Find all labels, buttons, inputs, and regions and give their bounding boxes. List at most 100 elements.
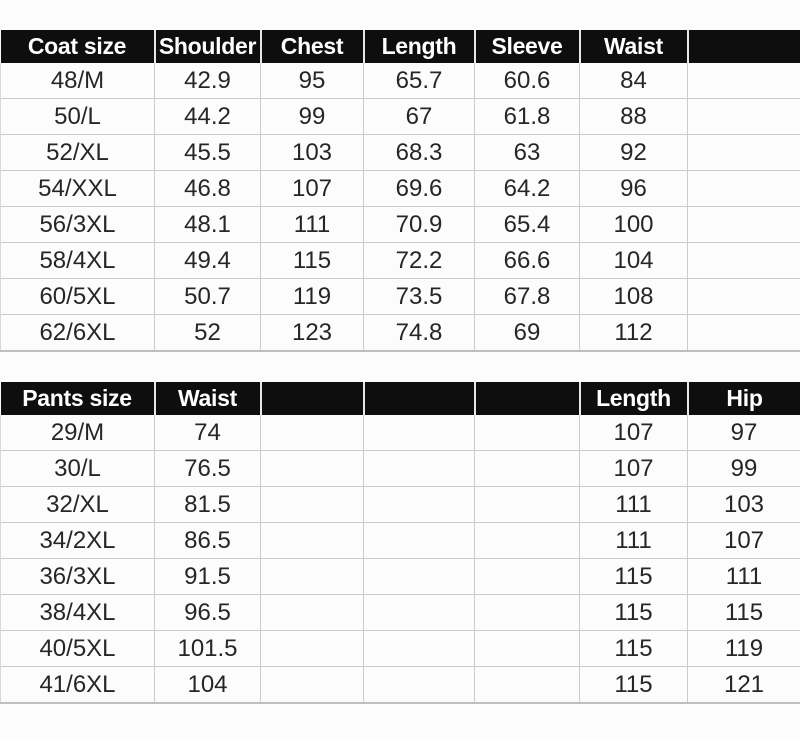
- table-cell: 103: [688, 487, 800, 523]
- table-cell: 63: [475, 135, 580, 171]
- table-cell: 108: [580, 279, 688, 315]
- table-cell-empty: [364, 631, 475, 667]
- table-cell: 60/5XL: [1, 279, 155, 315]
- table-cell: 40/5XL: [1, 631, 155, 667]
- table-cell: 112: [580, 315, 688, 352]
- table-cell: 99: [688, 451, 800, 487]
- table-cell: 60.6: [475, 63, 580, 99]
- table-cell: 67: [364, 99, 475, 135]
- table-cell: 69: [475, 315, 580, 352]
- table-cell-empty: [261, 631, 364, 667]
- table-cell-empty: [261, 667, 364, 704]
- table-cell: 66.6: [475, 243, 580, 279]
- table-cell: 115: [580, 631, 688, 667]
- table-cell-empty: [475, 667, 580, 704]
- table-cell: 42.9: [155, 63, 261, 99]
- table-cell: 115: [580, 595, 688, 631]
- table-cell: 30/L: [1, 451, 155, 487]
- table-cell-empty: [261, 451, 364, 487]
- table-cell: 74.8: [364, 315, 475, 352]
- column-header: Chest: [261, 30, 364, 63]
- table-cell: 115: [580, 667, 688, 704]
- table-cell: 115: [688, 595, 800, 631]
- table-cell-empty: [475, 415, 580, 451]
- table-cell: 111: [580, 487, 688, 523]
- table-cell: 49.4: [155, 243, 261, 279]
- table-cell: 119: [261, 279, 364, 315]
- table-cell: 103: [261, 135, 364, 171]
- column-header: Pants size: [1, 382, 155, 415]
- table-cell: 86.5: [155, 523, 261, 559]
- table-cell: 29/M: [1, 415, 155, 451]
- table-cell: 54/XXL: [1, 171, 155, 207]
- table-cell-empty: [261, 595, 364, 631]
- table-cell: 36/3XL: [1, 559, 155, 595]
- table-cell-empty: [475, 595, 580, 631]
- table-cell: 100: [580, 207, 688, 243]
- table-cell: 62/6XL: [1, 315, 155, 352]
- table-cell-empty: [688, 171, 800, 207]
- table-cell: 84: [580, 63, 688, 99]
- table-cell: 68.3: [364, 135, 475, 171]
- table-cell-empty: [261, 559, 364, 595]
- table-cell: 73.5: [364, 279, 475, 315]
- table-cell: 61.8: [475, 99, 580, 135]
- table-cell-empty: [688, 207, 800, 243]
- table-cell-empty: [364, 487, 475, 523]
- column-header: Length: [364, 30, 475, 63]
- table-cell-empty: [475, 559, 580, 595]
- table-cell: 96: [580, 171, 688, 207]
- table-cell-empty: [364, 667, 475, 704]
- table-cell: 65.4: [475, 207, 580, 243]
- table-cell: 115: [261, 243, 364, 279]
- table-cell: 72.2: [364, 243, 475, 279]
- table-cell: 44.2: [155, 99, 261, 135]
- table-cell: 34/2XL: [1, 523, 155, 559]
- table-cell: 48.1: [155, 207, 261, 243]
- table-cell: 48/M: [1, 63, 155, 99]
- table-cell: 70.9: [364, 207, 475, 243]
- table-cell: 107: [580, 451, 688, 487]
- table-cell: 123: [261, 315, 364, 352]
- table-cell: 115: [580, 559, 688, 595]
- table-cell: 50/L: [1, 99, 155, 135]
- table-cell: 96.5: [155, 595, 261, 631]
- column-header-empty: [475, 382, 580, 415]
- table-cell-empty: [364, 595, 475, 631]
- table-cell-empty: [364, 523, 475, 559]
- table-cell: 88: [580, 99, 688, 135]
- table-cell: 46.8: [155, 171, 261, 207]
- table-cell: 64.2: [475, 171, 580, 207]
- table-cell: 58/4XL: [1, 243, 155, 279]
- table-cell: 65.7: [364, 63, 475, 99]
- table-cell-empty: [688, 243, 800, 279]
- table-cell: 97: [688, 415, 800, 451]
- column-header-empty: [364, 382, 475, 415]
- table-cell: 76.5: [155, 451, 261, 487]
- table-cell: 111: [261, 207, 364, 243]
- table-cell: 41/6XL: [1, 667, 155, 704]
- table-cell: 50.7: [155, 279, 261, 315]
- table-cell-empty: [261, 523, 364, 559]
- table-cell-empty: [688, 63, 800, 99]
- table-cell-empty: [364, 451, 475, 487]
- table-cell: 74: [155, 415, 261, 451]
- column-header: Coat size: [1, 30, 155, 63]
- table-cell: 107: [688, 523, 800, 559]
- table-cell: 104: [580, 243, 688, 279]
- column-header: Sleeve: [475, 30, 580, 63]
- table-cell: 81.5: [155, 487, 261, 523]
